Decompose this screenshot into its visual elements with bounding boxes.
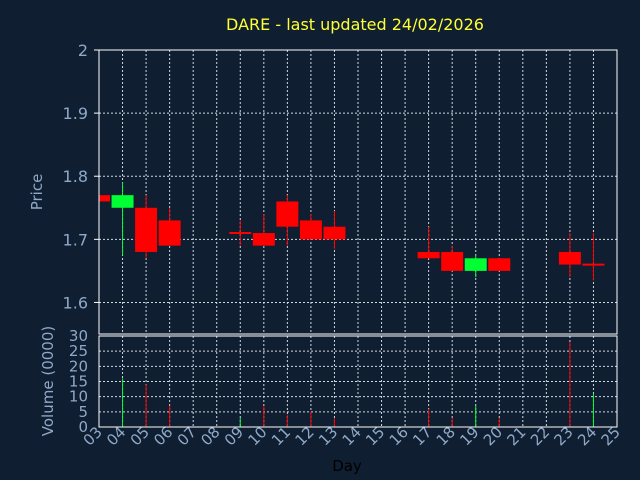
chart-title: DARE - last updated 24/02/2026 — [226, 15, 484, 34]
candle-body — [323, 226, 346, 240]
price-tick-label: 1.7 — [63, 230, 88, 249]
candle-body — [252, 233, 275, 246]
candle-body — [464, 258, 487, 271]
volume-tick-label: 30 — [69, 327, 88, 345]
price-axis-label: Price — [28, 174, 46, 211]
price-tick-label: 1.8 — [63, 167, 88, 186]
volume-tick-label: 15 — [69, 373, 88, 391]
price-plot-frame — [98, 49, 618, 335]
price-tick-label: 1.6 — [63, 293, 88, 312]
day-axis-label: Day — [332, 457, 362, 475]
candle-body — [558, 251, 581, 265]
volume-tick-label: 5 — [78, 403, 88, 421]
candle-body — [99, 195, 110, 202]
volume-plot-frame — [98, 335, 618, 428]
candle-body — [488, 258, 511, 271]
candle-body — [441, 251, 464, 271]
volume-axis-label: Volume (0000) — [39, 326, 57, 436]
volume-tick-label: 0 — [78, 418, 88, 436]
volume-tick-label: 25 — [69, 342, 88, 360]
candle-body — [299, 220, 322, 240]
price-tick-label: 2 — [78, 41, 88, 60]
candle-body — [135, 207, 158, 252]
price-tick-label: 1.9 — [63, 104, 88, 123]
candle-body — [111, 195, 134, 208]
candle-body — [276, 201, 299, 227]
volume-tick-label: 10 — [69, 388, 88, 406]
candle-body — [158, 220, 181, 246]
volume-tick-label: 20 — [69, 357, 88, 375]
price-panel: 1.6 1.7 1.8 1.9 2 — [63, 41, 618, 335]
candle-body — [417, 251, 440, 259]
